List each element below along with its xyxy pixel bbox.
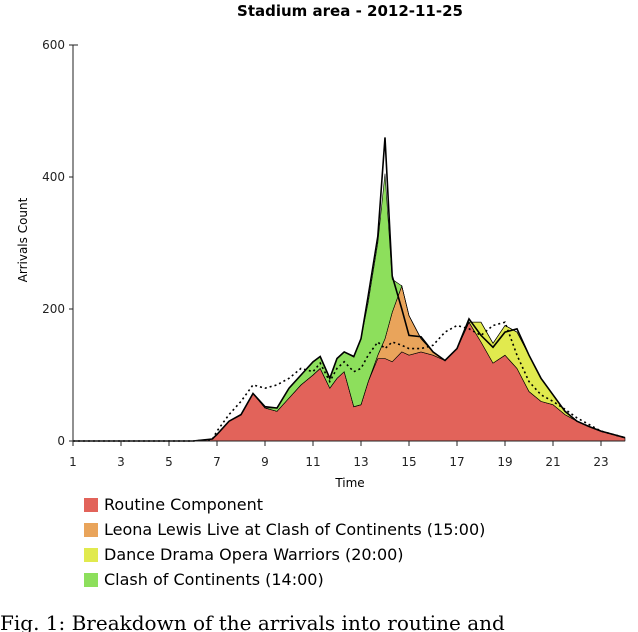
x-tick-label: 1 — [69, 455, 77, 469]
series-layer — [73, 173, 626, 442]
figure-caption: Fig. 1: Breakdown of the arrivals into r… — [0, 611, 505, 632]
legend-entry: Routine Component — [104, 495, 263, 514]
x-tick-label: 3 — [117, 455, 125, 469]
x-tick-label: 9 — [261, 455, 269, 469]
legend-swatch — [84, 548, 98, 562]
x-tick-label: 23 — [593, 455, 608, 469]
chart-title: Stadium area - 2012-11-25 — [237, 2, 463, 20]
legend-swatch — [84, 523, 98, 537]
x-tick-label: 5 — [165, 455, 173, 469]
x-axis-label: Time — [334, 476, 364, 490]
legend: Routine Component Leona Lewis Live at Cla… — [84, 495, 485, 589]
line-layer — [73, 137, 626, 442]
x-tick-label: 15 — [401, 455, 416, 469]
reference-line — [73, 321, 626, 442]
legend-swatch — [84, 573, 98, 587]
legend-entry: Leona Lewis Live at Clash of Continents … — [104, 520, 485, 539]
x-tick-label: 21 — [545, 455, 560, 469]
total-line — [73, 137, 626, 442]
y-tick-label: 200 — [42, 302, 65, 316]
legend-entry: Clash of Continents (14:00) — [104, 570, 324, 589]
legend-swatch — [84, 498, 98, 512]
x-tick-label: 11 — [305, 455, 320, 469]
y-tick-label: 600 — [42, 38, 65, 52]
x-tick-label: 17 — [449, 455, 464, 469]
y-tick-label: 0 — [57, 434, 65, 448]
y-axis-label: Arrivals Count — [16, 197, 30, 282]
x-tick-label: 7 — [213, 455, 221, 469]
y-tick-label: 400 — [42, 170, 65, 184]
legend-entry: Dance Drama Opera Warriors (20:00) — [104, 545, 404, 564]
x-tick-label: 19 — [497, 455, 512, 469]
x-tick-label: 13 — [353, 455, 368, 469]
